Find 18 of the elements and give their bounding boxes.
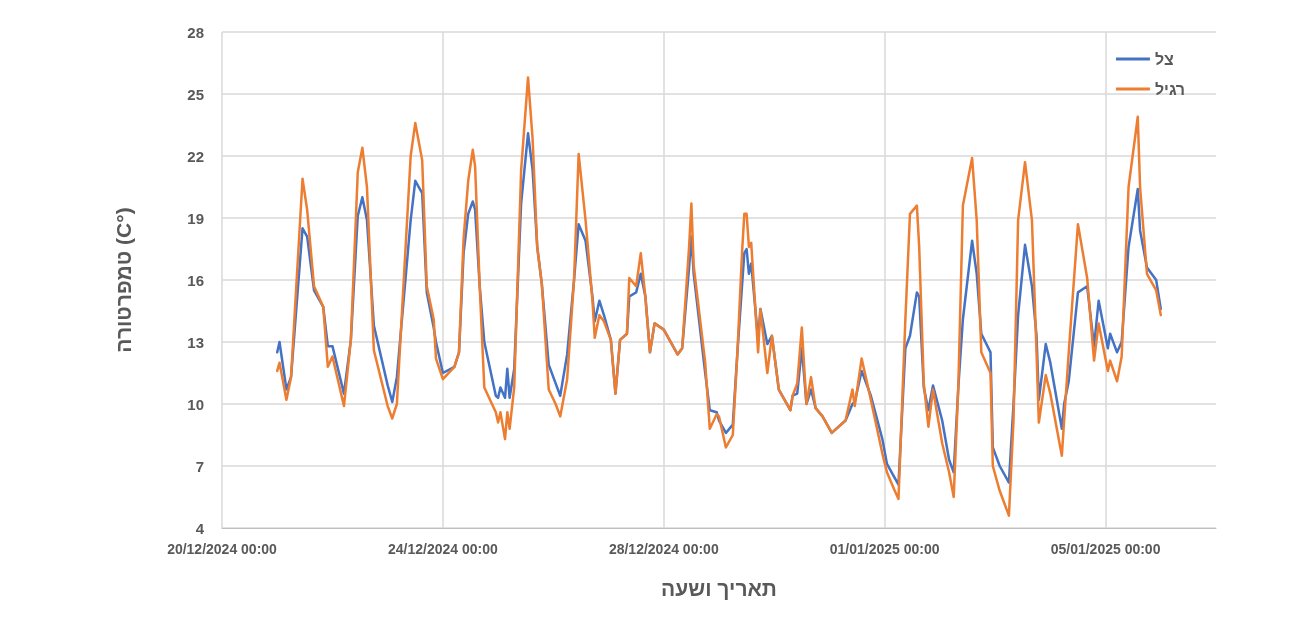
y-tick-label: 13	[187, 333, 204, 351]
y-tick-label: 19	[187, 209, 204, 227]
y-tick-label: 4	[195, 519, 205, 537]
y-tick-label: 28	[187, 23, 204, 41]
legend-label: צל	[1154, 50, 1174, 68]
x-axis-title: תאריך ושעה	[661, 577, 777, 600]
x-tick-label: 01/01/2025 00:00	[829, 541, 940, 557]
y-axis-title: טמפרטורה (C°)	[112, 207, 135, 353]
y-tick-label: 25	[187, 85, 204, 103]
y-tick-label: 7	[195, 457, 204, 475]
legend-label: רגיל	[1154, 80, 1185, 98]
y-tick-label: 22	[187, 147, 204, 165]
x-tick-label: 28/12/2024 00:00	[608, 541, 719, 557]
y-tick-label: 16	[187, 271, 204, 289]
y-tick-label: 10	[187, 395, 204, 413]
x-tick-label: 05/01/2025 00:00	[1050, 541, 1161, 557]
x-tick-label: 20/12/2024 00:00	[167, 541, 278, 557]
x-tick-label: 24/12/2024 00:00	[388, 541, 498, 557]
